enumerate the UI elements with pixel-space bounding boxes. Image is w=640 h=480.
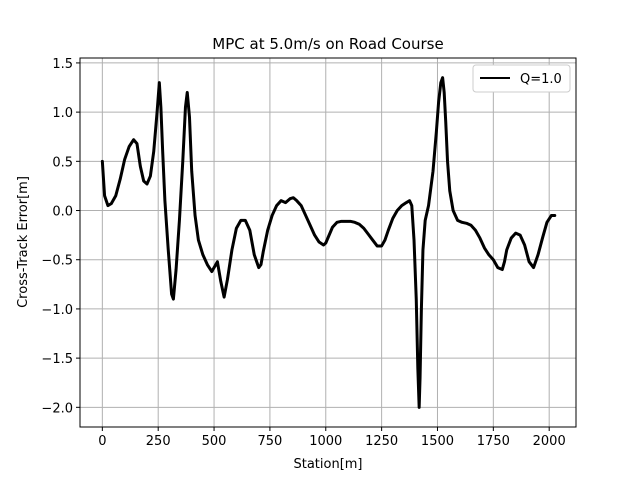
x-tick-label: 1000 — [309, 434, 342, 449]
x-tick-label: 2000 — [533, 434, 566, 449]
series-layer — [100, 76, 557, 409]
x-tick-label: 1250 — [365, 434, 398, 449]
x-tick-label: 0 — [98, 434, 106, 449]
grid — [80, 58, 576, 427]
x-tick-label: 1750 — [477, 434, 510, 449]
x-tick-label: 500 — [202, 434, 227, 449]
series-line-q1 — [100, 76, 557, 409]
x-axis-label: Station[m] — [293, 457, 362, 472]
plot-frame — [79, 57, 577, 428]
chart-title: MPC at 5.0m/s on Road Course — [212, 35, 443, 53]
y-tick-label: −2.0 — [41, 401, 73, 416]
y-tick-label: −1.0 — [41, 303, 73, 318]
legend-label-q1: Q=1.0 — [520, 72, 562, 87]
y-tick-label: 1.0 — [52, 106, 73, 121]
y-axis-label: Cross-Track Error[m] — [16, 176, 31, 308]
x-tick-label: 1500 — [421, 434, 454, 449]
y-tick-label: −0.5 — [41, 254, 73, 269]
y-tick-label: 0.5 — [52, 155, 73, 170]
legend: Q=1.0 — [472, 64, 571, 93]
x-tick-label: 750 — [257, 434, 282, 449]
legend-box — [472, 64, 571, 93]
y-tick-label: 1.5 — [52, 57, 73, 72]
x-tick-label: 250 — [146, 434, 171, 449]
ticks: 0 250 500 750 1000 1250 1500 1750 2000 1.5 1.0 0.5 0… — [41, 57, 565, 449]
y-tick-label: −1.5 — [41, 352, 73, 367]
y-tick-label: 0.0 — [52, 205, 73, 220]
